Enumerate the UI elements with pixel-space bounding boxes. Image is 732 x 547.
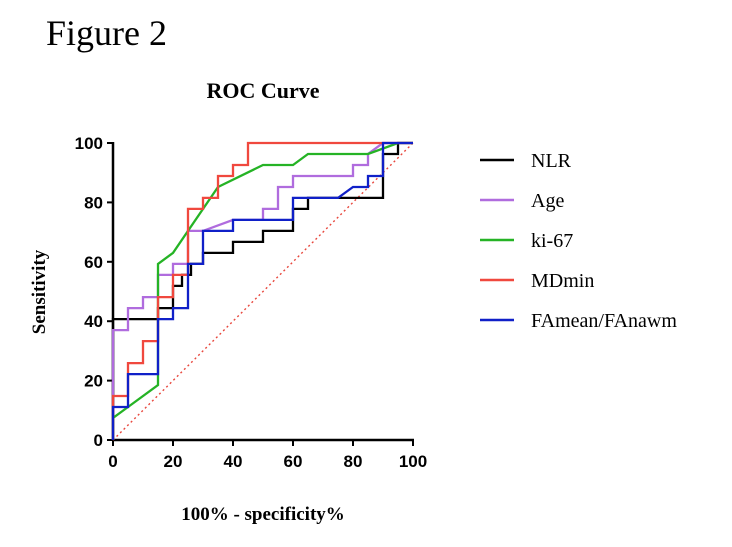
y-tick-label: 80: [84, 193, 103, 212]
reference-line: [112, 142, 414, 441]
legend-label-nlr: NLR: [531, 150, 572, 172]
legend: NLR Age ki-67 MDmin FAmean/FAnawm: [480, 150, 677, 332]
x-tick-label: 100: [399, 452, 427, 471]
y-axis-title: Sensitivity: [29, 249, 50, 334]
series-line-age: [111, 141, 413, 440]
x-tick-label: 60: [284, 452, 303, 471]
x-tick-label: 80: [344, 452, 363, 471]
series-line-mdmin: [111, 141, 413, 440]
series-line-nlr: [111, 141, 413, 440]
legend-label-mdmin: MDmin: [531, 270, 594, 292]
y-tick-label: 0: [94, 431, 103, 450]
series-line-famean-fanawm: [111, 141, 413, 440]
reference-line-group: [112, 142, 414, 441]
x-tick-label: 40: [224, 452, 243, 471]
figure-label: Figure 2: [46, 13, 167, 53]
y-tick-label: 60: [84, 253, 103, 272]
x-tick-label: 0: [108, 452, 117, 471]
y-tick-label: 40: [84, 312, 103, 331]
chart-title: ROC Curve: [206, 78, 319, 103]
series-group: [111, 141, 413, 440]
x-axis-title: 100% - specificity%: [181, 504, 345, 525]
x-tick-label: 20: [164, 452, 183, 471]
legend-label-ki-67: ki-67: [531, 230, 573, 252]
y-tick-label: 20: [84, 372, 103, 391]
legend-label-famean-fanawm: FAmean/FAnawm: [531, 310, 677, 332]
axes: 0 20 40 60 80 100 0 20 40 60 80 100: [75, 134, 428, 471]
legend-label-age: Age: [531, 190, 564, 212]
y-tick-label: 100: [75, 134, 103, 153]
